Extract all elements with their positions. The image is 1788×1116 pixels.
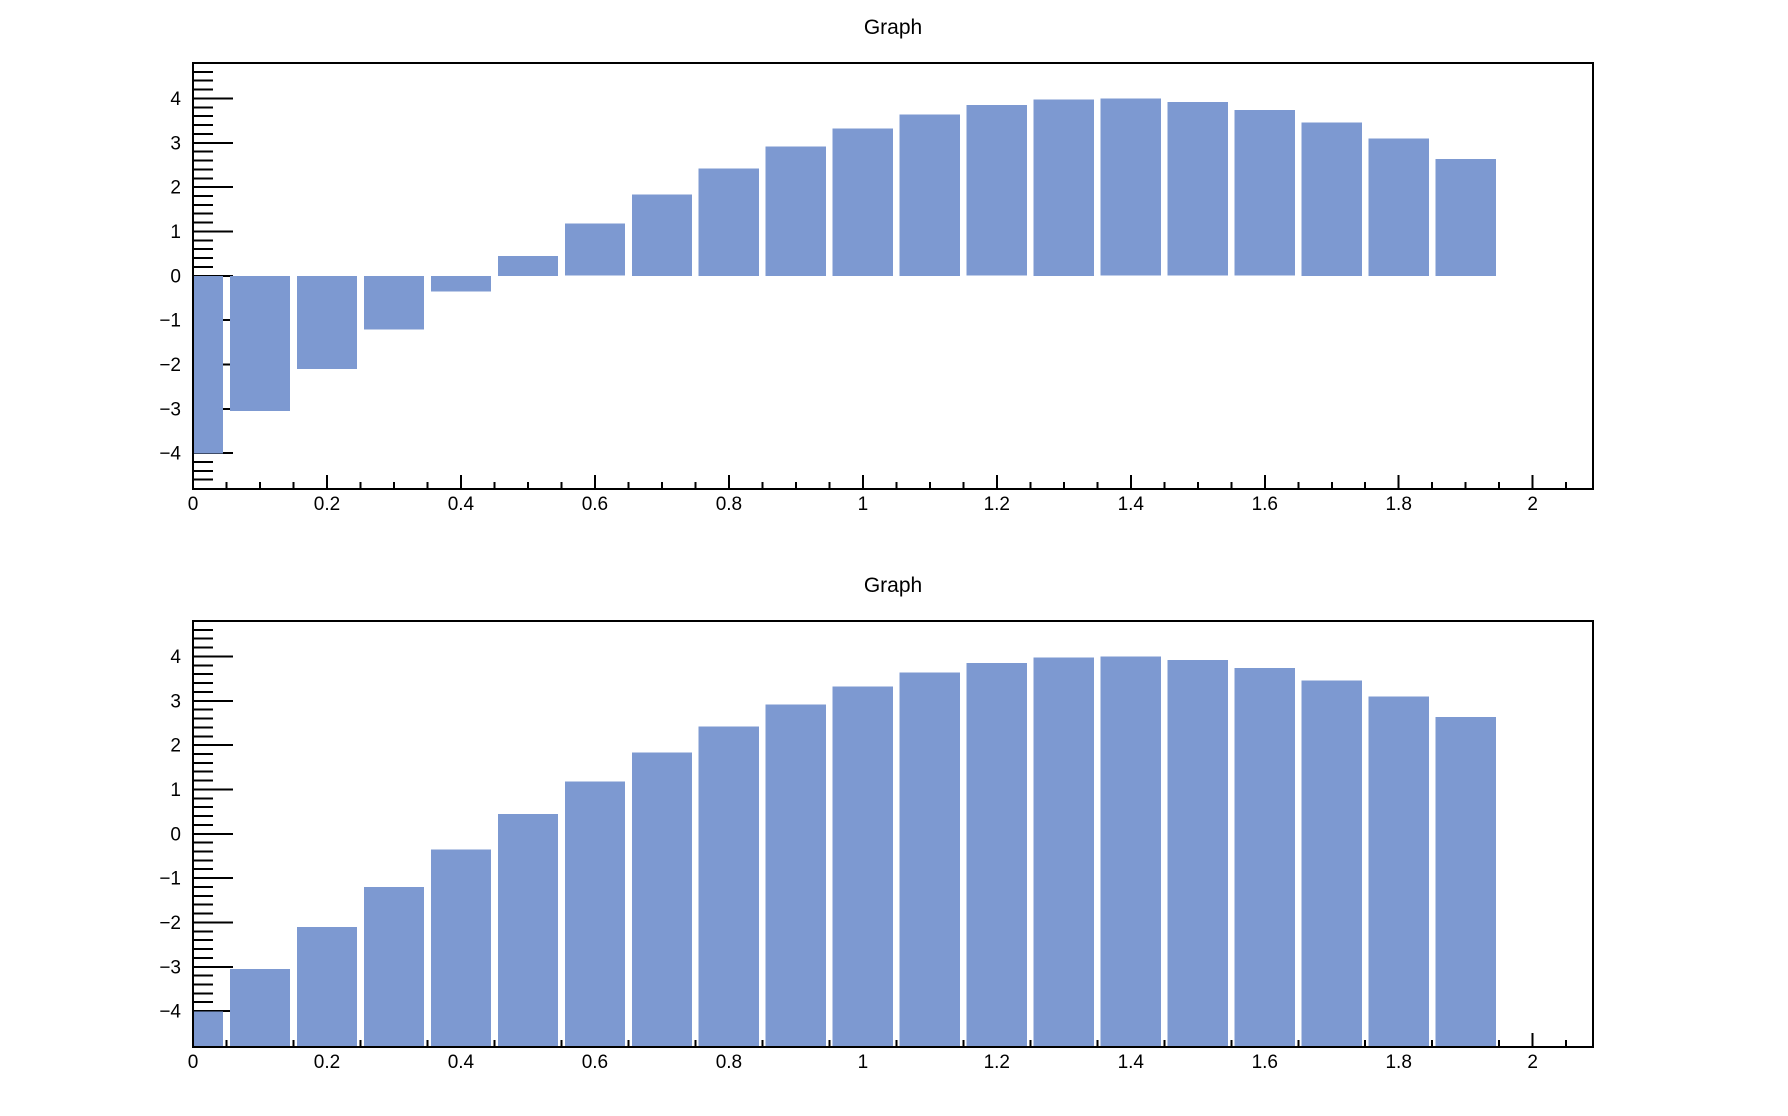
- chart-title: Graph: [864, 574, 922, 597]
- x-tick-label: 0.6: [582, 1052, 608, 1073]
- x-tick-label: 1.8: [1385, 494, 1411, 515]
- x-tick-label: 1: [858, 494, 869, 515]
- bar: [765, 146, 826, 276]
- pad-top: 0 0.2 0.4 0.6 0.8 1 1.2 1.4 1.6 1.8 2 −4 −3 −2 −1 0 1 2 3 4…: [159, 16, 1594, 515]
- bar: [430, 275, 492, 292]
- x-tick-label: 0.4: [448, 1052, 475, 1073]
- y-tick-label: 3: [170, 691, 181, 712]
- bar: [564, 223, 626, 276]
- bar: [363, 887, 425, 1047]
- bar: [1368, 696, 1429, 1047]
- bar: [1033, 99, 1094, 276]
- bar: [1234, 110, 1295, 276]
- bar: [698, 168, 759, 276]
- bar: [1435, 717, 1496, 1047]
- y-tick-label: −1: [159, 869, 181, 890]
- x-tick-label: 1.4: [1118, 1052, 1145, 1073]
- bar: [1167, 102, 1228, 276]
- chart-title: Graph: [864, 16, 922, 39]
- y-tick-label: 1: [170, 780, 181, 801]
- bar: [698, 726, 759, 1047]
- bar-chart-baseline-bottom: 0 0.2 0.4 0.6 0.8 1 1.2 1.4 1.6 1.8 2 −4 −3 −2 −1 0 1 2 3 4…: [159, 574, 1594, 1073]
- x-tick-label: 0.8: [716, 494, 742, 515]
- bar: [1167, 660, 1228, 1047]
- bar: [631, 752, 693, 1047]
- y-tick-label: 4: [170, 89, 181, 110]
- x-tick-label: 0.2: [314, 1052, 340, 1073]
- bar: [631, 194, 693, 276]
- x-tick-label: 1.6: [1252, 494, 1278, 515]
- bar: [229, 968, 291, 1047]
- bar: [1100, 656, 1161, 1047]
- x-tick-label: 0.4: [448, 494, 475, 515]
- x-tick-label: 1.2: [984, 494, 1010, 515]
- bar: [1033, 657, 1094, 1047]
- x-tick-label: 0: [188, 494, 199, 515]
- x-tick-label: 0.8: [716, 1052, 742, 1073]
- x-tick-label: 1.8: [1385, 1052, 1411, 1073]
- bar: [430, 849, 492, 1047]
- bar: [899, 114, 960, 276]
- y-tick-label: 3: [170, 133, 181, 154]
- y-tick-label: −4: [159, 1002, 181, 1023]
- pad-bottom: 0 0.2 0.4 0.6 0.8 1 1.2 1.4 1.6 1.8 2 −4 −3 −2 −1 0 1 2 3 4…: [0, 558, 1788, 1116]
- bar: [497, 256, 559, 276]
- y-tick-label: −2: [159, 913, 181, 934]
- bar: [765, 704, 826, 1047]
- bar: [832, 686, 893, 1047]
- bar: [296, 275, 358, 370]
- x-tick-label: 1.2: [984, 1052, 1010, 1073]
- y-tick-label: 1: [170, 222, 181, 243]
- bar: [1301, 122, 1362, 276]
- bar: [832, 128, 893, 276]
- plot-frame: [192, 620, 1594, 1048]
- bar: [1435, 159, 1496, 276]
- y-tick-label: −2: [159, 355, 181, 376]
- x-tick-label: 2: [1527, 494, 1538, 515]
- bar: [966, 662, 1027, 1047]
- bar: [1234, 668, 1295, 1047]
- plot-frame: [192, 62, 1594, 490]
- x-tick-label: 0.2: [314, 494, 340, 515]
- y-tick-label: −4: [159, 444, 181, 465]
- bar: [1368, 138, 1429, 276]
- y-tick-label: 4: [170, 647, 181, 668]
- bar-chart-baseline-zero: 0 0.2 0.4 0.6 0.8 1 1.2 1.4 1.6 1.8 2 −4 −3 −2 −1 0 1 2 3 4…: [159, 16, 1594, 515]
- bar: [899, 672, 960, 1047]
- y-tick-label: 2: [170, 178, 181, 199]
- bar: [497, 814, 559, 1047]
- bar: [966, 104, 1027, 276]
- x-tick-label: 1.6: [1252, 1052, 1278, 1073]
- bar: [1301, 680, 1362, 1047]
- y-tick-label: −3: [159, 957, 181, 978]
- y-tick-label: 0: [170, 266, 181, 287]
- x-tick-label: 0: [188, 1052, 199, 1073]
- y-tick-label: 2: [170, 736, 181, 757]
- x-tick-label: 1.4: [1118, 494, 1145, 515]
- bar: [564, 781, 626, 1047]
- y-tick-label: −3: [159, 399, 181, 420]
- y-tick-label: 0: [170, 824, 181, 845]
- x-tick-label: 0.6: [582, 494, 608, 515]
- y-tick-label: −1: [159, 311, 181, 332]
- bar: [229, 275, 291, 411]
- bar: [193, 275, 224, 454]
- x-tick-label: 1: [858, 1052, 869, 1073]
- bar: [193, 1011, 224, 1047]
- bar: [363, 275, 425, 330]
- bar: [296, 927, 358, 1047]
- x-tick-label: 2: [1527, 1052, 1538, 1073]
- bar: [1100, 98, 1161, 276]
